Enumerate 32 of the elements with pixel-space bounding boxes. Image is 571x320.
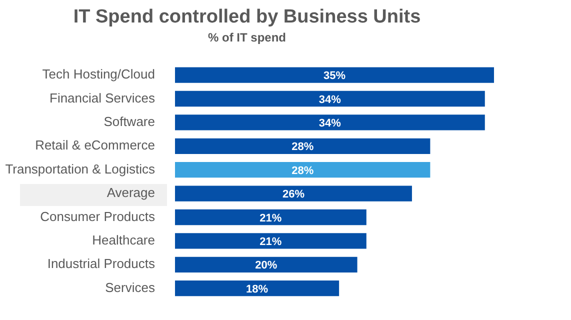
bar [175, 209, 366, 226]
data-label: 21% [260, 236, 282, 248]
y-tick-label: Tech Hosting/Cloud [42, 66, 155, 82]
y-tick-label: Services [105, 280, 156, 295]
chart-subtitle: % of IT spend [208, 30, 286, 44]
chart-title: IT Spend controlled by Business Units [73, 6, 421, 28]
y-tick-label: Industrial Products [47, 256, 156, 272]
y-tick-label: Software [104, 114, 155, 130]
data-label: 20% [255, 260, 278, 272]
y-tick-label: Consumer Products [40, 208, 156, 224]
bar [175, 162, 430, 178]
data-label: 21% [260, 212, 282, 224]
y-tick-label: Transportation & Logistics [5, 161, 156, 176]
data-label: 34% [318, 117, 342, 130]
data-label: 28% [292, 141, 314, 154]
y-tick-label: Healthcare [92, 232, 155, 248]
bar [175, 114, 485, 130]
bar [175, 256, 358, 272]
y-tick-label: Retail & eCommerce [35, 138, 155, 153]
bar [175, 138, 430, 154]
bar [175, 233, 366, 249]
bar [175, 186, 412, 202]
bar [175, 280, 340, 296]
data-label: 26% [282, 188, 305, 201]
y-tick-label: Financial Services [50, 90, 156, 106]
data-label: 35% [323, 70, 346, 82]
data-label: 34% [318, 94, 342, 106]
y-tick-label: Average [106, 185, 155, 200]
bar [175, 67, 494, 83]
bar [175, 90, 485, 107]
data-label: 28% [292, 164, 314, 177]
data-label: 18% [246, 283, 268, 296]
